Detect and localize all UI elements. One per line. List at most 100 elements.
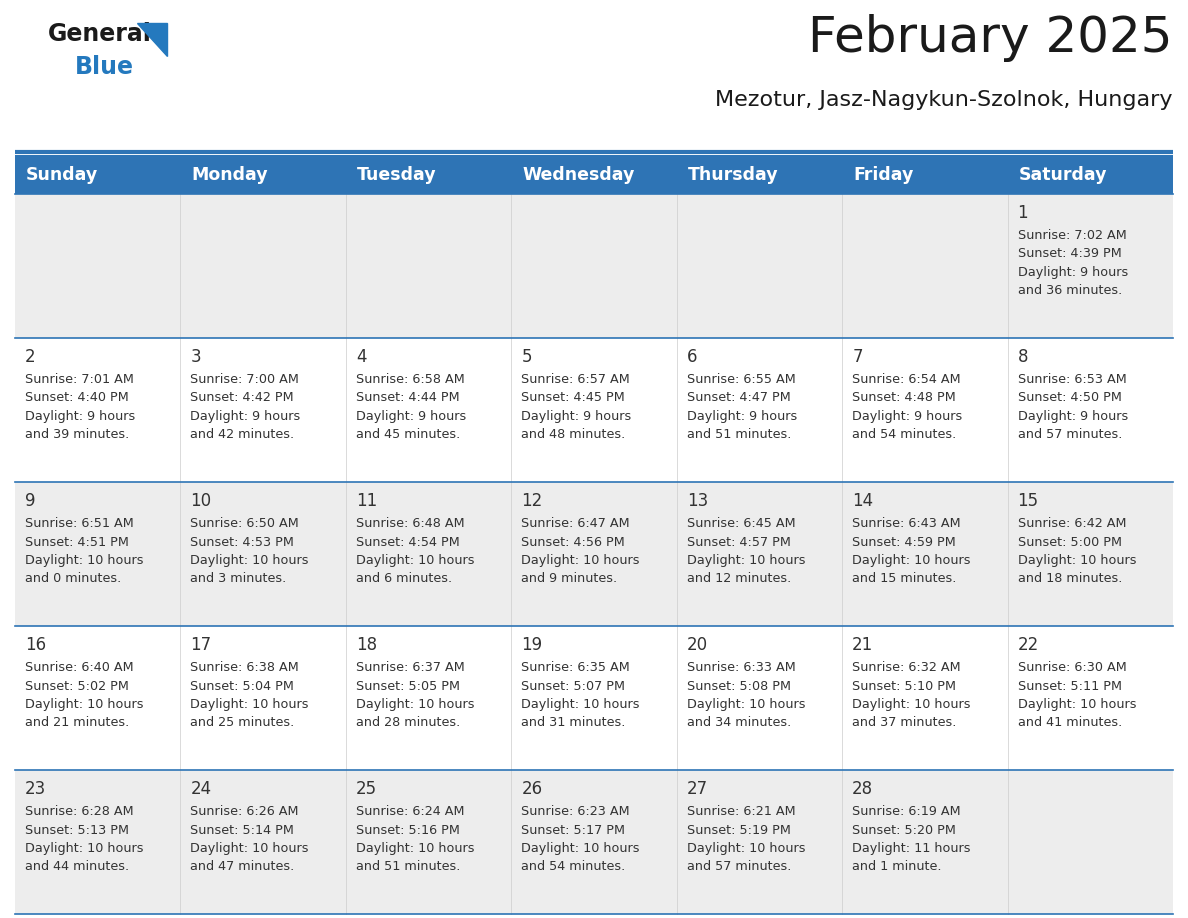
Text: 2: 2: [25, 348, 36, 366]
Text: Sunrise: 6:21 AM: Sunrise: 6:21 AM: [687, 805, 795, 818]
Text: Daylight: 10 hours: Daylight: 10 hours: [852, 554, 971, 567]
Text: and 44 minutes.: and 44 minutes.: [25, 860, 129, 874]
Text: and 21 minutes.: and 21 minutes.: [25, 717, 129, 730]
Text: Sunset: 4:56 PM: Sunset: 4:56 PM: [522, 535, 625, 548]
Text: Daylight: 10 hours: Daylight: 10 hours: [25, 842, 144, 855]
Text: Sunrise: 6:51 AM: Sunrise: 6:51 AM: [25, 517, 134, 530]
Text: Sunrise: 6:23 AM: Sunrise: 6:23 AM: [522, 805, 630, 818]
Text: Daylight: 9 hours: Daylight: 9 hours: [687, 410, 797, 423]
Text: Monday: Monday: [191, 165, 268, 184]
Text: Sunset: 4:45 PM: Sunset: 4:45 PM: [522, 391, 625, 405]
Text: Daylight: 10 hours: Daylight: 10 hours: [190, 842, 309, 855]
Text: Sunrise: 6:43 AM: Sunrise: 6:43 AM: [852, 517, 961, 530]
Text: Daylight: 10 hours: Daylight: 10 hours: [190, 698, 309, 711]
Bar: [677, 155, 842, 194]
Text: 9: 9: [25, 492, 36, 510]
Text: and 45 minutes.: and 45 minutes.: [356, 429, 460, 442]
Text: and 31 minutes.: and 31 minutes.: [522, 717, 626, 730]
Bar: [842, 155, 1007, 194]
Text: Sunrise: 6:33 AM: Sunrise: 6:33 AM: [687, 661, 796, 674]
Text: 15: 15: [1018, 492, 1038, 510]
Bar: [15, 338, 1173, 482]
Text: Sunrise: 6:32 AM: Sunrise: 6:32 AM: [852, 661, 961, 674]
Text: Daylight: 10 hours: Daylight: 10 hours: [1018, 698, 1136, 711]
Text: and 54 minutes.: and 54 minutes.: [852, 429, 956, 442]
Text: Sunset: 5:00 PM: Sunset: 5:00 PM: [1018, 535, 1121, 548]
Text: Sunday: Sunday: [26, 165, 99, 184]
Text: Sunset: 4:50 PM: Sunset: 4:50 PM: [1018, 391, 1121, 405]
Text: Daylight: 9 hours: Daylight: 9 hours: [190, 410, 301, 423]
Text: Daylight: 10 hours: Daylight: 10 hours: [687, 842, 805, 855]
Text: and 6 minutes.: and 6 minutes.: [356, 573, 451, 586]
Text: Sunset: 5:19 PM: Sunset: 5:19 PM: [687, 823, 790, 836]
Text: 18: 18: [356, 636, 377, 654]
Text: Sunset: 4:42 PM: Sunset: 4:42 PM: [190, 391, 295, 405]
Text: and 51 minutes.: and 51 minutes.: [356, 860, 460, 874]
Text: Daylight: 10 hours: Daylight: 10 hours: [687, 554, 805, 567]
Text: Daylight: 9 hours: Daylight: 9 hours: [356, 410, 466, 423]
Text: Sunset: 5:07 PM: Sunset: 5:07 PM: [522, 679, 625, 692]
Text: and 39 minutes.: and 39 minutes.: [25, 429, 129, 442]
Text: Daylight: 9 hours: Daylight: 9 hours: [522, 410, 632, 423]
Text: Sunset: 5:11 PM: Sunset: 5:11 PM: [1018, 679, 1121, 692]
Text: Daylight: 11 hours: Daylight: 11 hours: [852, 842, 971, 855]
Text: Wednesday: Wednesday: [523, 165, 634, 184]
Text: Daylight: 10 hours: Daylight: 10 hours: [852, 698, 971, 711]
Text: 19: 19: [522, 636, 543, 654]
Text: Sunrise: 6:37 AM: Sunrise: 6:37 AM: [356, 661, 465, 674]
Text: Daylight: 10 hours: Daylight: 10 hours: [522, 554, 640, 567]
Text: Daylight: 9 hours: Daylight: 9 hours: [852, 410, 962, 423]
Text: and 48 minutes.: and 48 minutes.: [522, 429, 626, 442]
Text: Tuesday: Tuesday: [356, 165, 436, 184]
Text: Sunset: 5:13 PM: Sunset: 5:13 PM: [25, 823, 129, 836]
Text: Sunset: 5:14 PM: Sunset: 5:14 PM: [190, 823, 295, 836]
Bar: [181, 155, 346, 194]
Text: 12: 12: [522, 492, 543, 510]
Text: 4: 4: [356, 348, 366, 366]
Text: Sunrise: 6:19 AM: Sunrise: 6:19 AM: [852, 805, 961, 818]
Text: Sunset: 4:48 PM: Sunset: 4:48 PM: [852, 391, 956, 405]
Text: Sunset: 4:54 PM: Sunset: 4:54 PM: [356, 535, 460, 548]
Text: Sunrise: 6:53 AM: Sunrise: 6:53 AM: [1018, 373, 1126, 386]
Text: 8: 8: [1018, 348, 1028, 366]
Text: 7: 7: [852, 348, 862, 366]
Text: Sunrise: 6:55 AM: Sunrise: 6:55 AM: [687, 373, 796, 386]
Text: Daylight: 9 hours: Daylight: 9 hours: [1018, 410, 1127, 423]
Text: Sunrise: 7:02 AM: Sunrise: 7:02 AM: [1018, 229, 1126, 242]
Text: Sunrise: 6:54 AM: Sunrise: 6:54 AM: [852, 373, 961, 386]
Text: Daylight: 10 hours: Daylight: 10 hours: [522, 842, 640, 855]
Text: Sunset: 4:39 PM: Sunset: 4:39 PM: [1018, 248, 1121, 261]
Text: Sunrise: 7:01 AM: Sunrise: 7:01 AM: [25, 373, 134, 386]
Text: Daylight: 10 hours: Daylight: 10 hours: [356, 842, 474, 855]
Text: Sunrise: 6:47 AM: Sunrise: 6:47 AM: [522, 517, 630, 530]
Text: Daylight: 10 hours: Daylight: 10 hours: [522, 698, 640, 711]
Text: and 18 minutes.: and 18 minutes.: [1018, 573, 1121, 586]
Text: Daylight: 10 hours: Daylight: 10 hours: [190, 554, 309, 567]
Text: and 36 minutes.: and 36 minutes.: [1018, 285, 1121, 297]
Text: 24: 24: [190, 780, 211, 798]
Text: Sunrise: 6:57 AM: Sunrise: 6:57 AM: [522, 373, 630, 386]
Text: Daylight: 9 hours: Daylight: 9 hours: [1018, 266, 1127, 279]
Text: and 57 minutes.: and 57 minutes.: [687, 860, 791, 874]
Text: Thursday: Thursday: [688, 165, 778, 184]
Text: Sunset: 4:47 PM: Sunset: 4:47 PM: [687, 391, 790, 405]
Text: Sunrise: 6:35 AM: Sunrise: 6:35 AM: [522, 661, 630, 674]
Text: Sunset: 5:05 PM: Sunset: 5:05 PM: [356, 679, 460, 692]
Text: Sunset: 4:51 PM: Sunset: 4:51 PM: [25, 535, 128, 548]
Text: Daylight: 10 hours: Daylight: 10 hours: [356, 698, 474, 711]
Text: and 57 minutes.: and 57 minutes.: [1018, 429, 1121, 442]
Text: 1: 1: [1018, 204, 1028, 222]
Text: Mezotur, Jasz-Nagykun-Szolnok, Hungary: Mezotur, Jasz-Nagykun-Szolnok, Hungary: [715, 90, 1173, 110]
Bar: [15, 482, 1173, 626]
Text: and 15 minutes.: and 15 minutes.: [852, 573, 956, 586]
Text: Sunrise: 6:24 AM: Sunrise: 6:24 AM: [356, 805, 465, 818]
Text: 6: 6: [687, 348, 697, 366]
Text: Sunrise: 6:45 AM: Sunrise: 6:45 AM: [687, 517, 795, 530]
Text: 11: 11: [356, 492, 377, 510]
Text: 23: 23: [25, 780, 46, 798]
Text: and 37 minutes.: and 37 minutes.: [852, 717, 956, 730]
Text: 28: 28: [852, 780, 873, 798]
Text: Sunset: 5:04 PM: Sunset: 5:04 PM: [190, 679, 295, 692]
Text: February 2025: February 2025: [809, 14, 1173, 62]
Text: Sunrise: 6:58 AM: Sunrise: 6:58 AM: [356, 373, 465, 386]
